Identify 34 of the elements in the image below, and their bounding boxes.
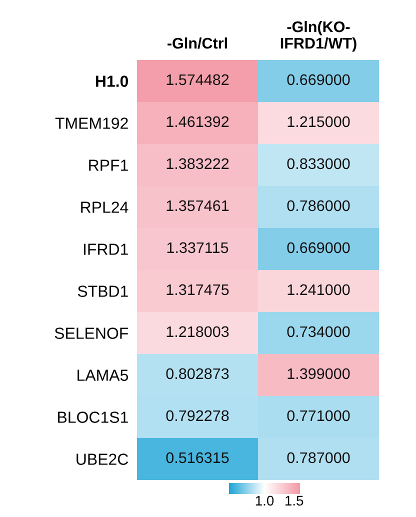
y-tick-label: H1.0 [96, 76, 128, 87]
y-tick-label: RPL24 [81, 202, 128, 213]
data-label: 0.802873 [166, 368, 229, 380]
data-label: 0.516315 [166, 452, 229, 464]
data-label: 0.669000 [287, 74, 350, 86]
data-label: 1.574482 [166, 74, 229, 86]
data-label: 1.317475 [166, 284, 229, 296]
y-tick-label: IFRD1 [84, 244, 128, 255]
data-label: 0.786000 [287, 200, 350, 212]
data-label: 1.215000 [288, 116, 350, 128]
x-tick-label: -Gln/Ctrl [168, 37, 227, 49]
data-label: 1.357461 [166, 200, 229, 212]
data-label: 1.241000 [288, 284, 350, 296]
y-tick-label: UBE2C [76, 454, 128, 465]
y-tick-label: TMEM192 [55, 118, 128, 129]
x-tick-label: -Gln(KO- IFRD1/WT) [280, 20, 356, 52]
y-tick-label: LAMA5 [78, 370, 128, 381]
data-label: 1.337115 [167, 242, 228, 254]
y-tick-label: RPF1 [89, 160, 128, 171]
y-tick-label: SELENOF [54, 328, 128, 339]
data-label: 0.787000 [287, 452, 350, 464]
y-tick-label: STBD1 [78, 286, 128, 297]
data-label: 0.792278 [166, 410, 229, 422]
y-tick-label: BLOC1S1 [58, 412, 128, 423]
data-label: 1.399000 [288, 368, 350, 380]
color-bar-label: 1.5 [285, 496, 304, 506]
data-label: 1.383222 [166, 158, 229, 170]
data-label: 0.771000 [287, 410, 350, 422]
color-bar-label: 1.0 [256, 496, 274, 506]
data-label: 0.669000 [287, 242, 350, 254]
data-label: 0.833000 [287, 158, 350, 170]
data-label: 1.218003 [166, 326, 229, 338]
data-label: 1.461392 [166, 116, 229, 128]
data-label: 0.734000 [287, 326, 350, 338]
